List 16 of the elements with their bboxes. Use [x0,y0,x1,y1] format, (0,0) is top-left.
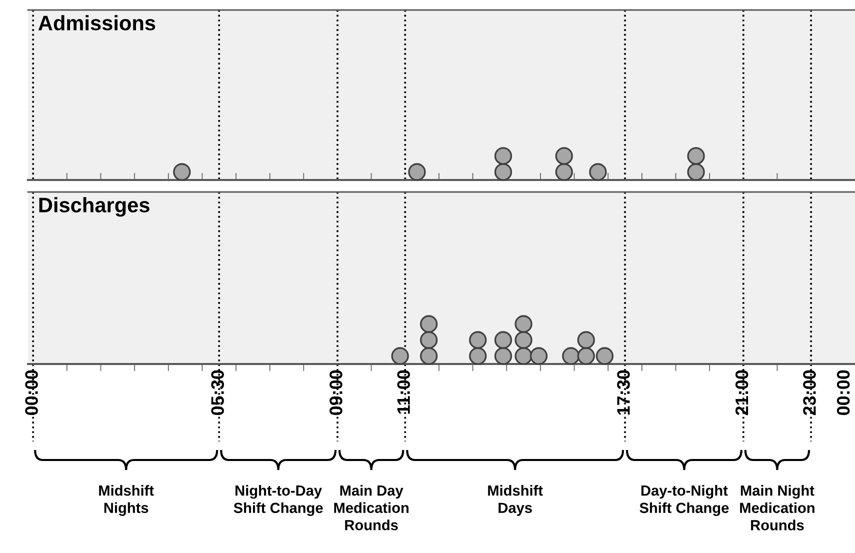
x-tick-label: 00:00 [25,370,38,416]
chart-title: Admissions [38,15,156,30]
x-tick-label: 11:00 [397,370,410,414]
text: Main Night Medication Rounds [740,485,814,530]
x-tick-label: 00:00 [836,370,850,416]
text: Main Day Medication Rounds [334,485,408,530]
x-tick-label: 09:00 [330,370,342,416]
x-tick-label: 23:00 [803,370,816,416]
text: Day-to-Night Shift Change [640,485,729,516]
x-tick-label: 17:30 [617,370,630,415]
text: Night-to-Day Shift Change [234,485,323,516]
text: Midshift Days [488,485,543,516]
x-tick-label: 21:00 [735,370,748,416]
x-tick-label: 05:30 [211,370,224,416]
chart-title: Discharges [39,197,150,217]
text: Midshift Nights [99,485,154,516]
